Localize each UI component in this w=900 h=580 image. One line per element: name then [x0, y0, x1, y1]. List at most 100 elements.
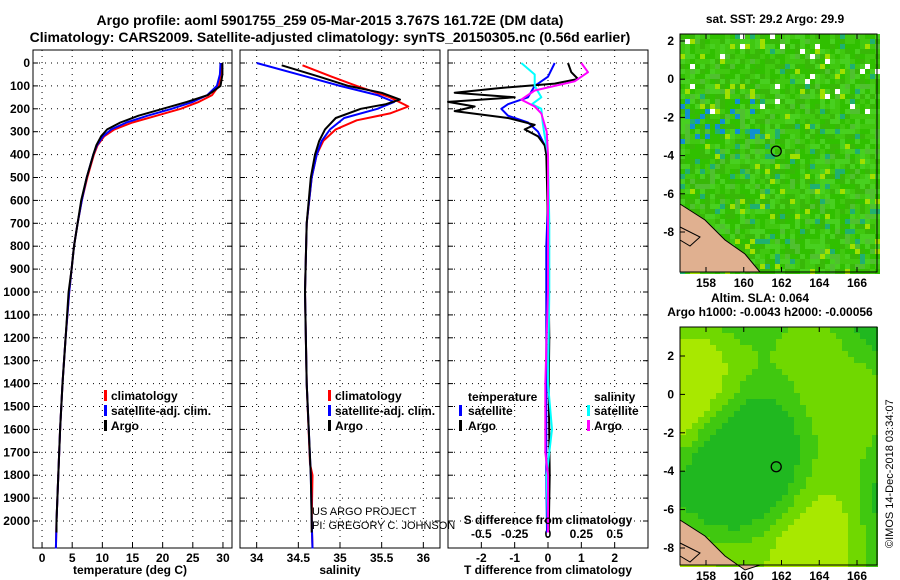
map-pixel — [734, 387, 740, 393]
map-pixel — [870, 79, 875, 84]
map-pixel — [745, 189, 750, 194]
map-pixel — [700, 144, 705, 149]
map-pixel — [812, 495, 818, 501]
lat-tick-label: -8 — [663, 541, 674, 555]
map-pixel — [790, 64, 795, 69]
map-pixel — [700, 139, 705, 144]
map-pixel — [805, 219, 810, 224]
map-pixel — [740, 194, 745, 199]
map-pixel — [695, 134, 700, 139]
map-pixel — [848, 417, 854, 423]
map-pixel — [800, 405, 806, 411]
map-pixel — [695, 94, 700, 99]
map-pixel — [700, 39, 705, 44]
map-pixel — [836, 363, 842, 369]
map-pixel — [775, 249, 780, 254]
x-tick-label: 2 — [611, 551, 618, 565]
map-pixel — [752, 429, 758, 435]
map-pixel — [794, 561, 800, 567]
map-pixel — [842, 405, 848, 411]
map-pixel — [716, 495, 722, 501]
map-pixel — [820, 49, 825, 54]
map-pixel — [788, 501, 794, 507]
map-pixel — [725, 124, 730, 129]
map-pixel — [812, 435, 818, 441]
map-pixel — [755, 99, 760, 104]
map-pixel — [698, 411, 704, 417]
map-pixel — [805, 134, 810, 139]
map-pixel — [872, 387, 878, 393]
map-pixel — [780, 229, 785, 234]
map-pixel — [765, 169, 770, 174]
map-pixel — [866, 495, 872, 501]
map-pixel — [776, 477, 782, 483]
map-pixel — [815, 219, 820, 224]
map-pixel — [806, 435, 812, 441]
map-pixel — [782, 447, 788, 453]
map-pixel — [854, 381, 860, 387]
map-pixel — [740, 489, 746, 495]
map-pixel — [790, 39, 795, 44]
map-pixel — [820, 59, 825, 64]
map-pixel — [866, 423, 872, 429]
map-pixel — [860, 381, 866, 387]
map-pixel — [825, 99, 830, 104]
map-pixel — [840, 244, 845, 249]
map-pixel — [760, 164, 765, 169]
map-pixel — [680, 104, 685, 109]
map-pixel — [720, 54, 725, 59]
map-pixel — [692, 375, 698, 381]
map-pixel — [794, 369, 800, 375]
map-pixel — [752, 327, 758, 333]
map-pixel — [750, 69, 755, 74]
map-pixel — [830, 84, 835, 89]
map-pixel — [855, 169, 860, 174]
map-pixel — [806, 555, 812, 561]
map-pixel — [720, 79, 725, 84]
map-pixel — [810, 49, 815, 54]
map-pixel — [830, 219, 835, 224]
map-pixel — [866, 381, 872, 387]
map-pixel — [842, 483, 848, 489]
map-pixel — [795, 49, 800, 54]
map-pixel — [840, 104, 845, 109]
map-pixel — [750, 169, 755, 174]
map-pixel — [692, 345, 698, 351]
map-pixel — [728, 351, 734, 357]
map-pixel — [850, 134, 855, 139]
map-pixel — [776, 465, 782, 471]
map-pixel — [735, 199, 740, 204]
map-pixel — [845, 184, 850, 189]
map-pixel — [680, 363, 686, 369]
map-pixel — [704, 381, 710, 387]
map-pixel — [764, 387, 770, 393]
map-pixel — [810, 139, 815, 144]
map-pixel — [740, 465, 746, 471]
map-pixel — [710, 459, 716, 465]
map-pixel — [860, 129, 865, 134]
map-pixel — [710, 139, 715, 144]
map-pixel — [860, 555, 866, 561]
map-pixel — [775, 64, 780, 69]
map-pixel — [800, 423, 806, 429]
map-pixel — [730, 159, 735, 164]
map-pixel — [705, 34, 710, 39]
map-pixel — [745, 144, 750, 149]
map-pixel — [776, 507, 782, 513]
map-pixel — [866, 483, 872, 489]
map-pixel — [815, 79, 820, 84]
map-pixel — [860, 109, 865, 114]
map-pixel — [805, 259, 810, 264]
map-pixel — [680, 489, 686, 495]
map-pixel — [845, 79, 850, 84]
y-tick-label: 800 — [10, 239, 30, 253]
y-tick-label: 1900 — [3, 491, 30, 505]
map-pixel — [770, 381, 776, 387]
map-pixel — [790, 239, 795, 244]
map-pixel — [700, 184, 705, 189]
map-pixel — [848, 471, 854, 477]
map-pixel — [695, 199, 700, 204]
map-pixel — [810, 249, 815, 254]
map-pixel — [824, 441, 830, 447]
map-pixel — [806, 375, 812, 381]
